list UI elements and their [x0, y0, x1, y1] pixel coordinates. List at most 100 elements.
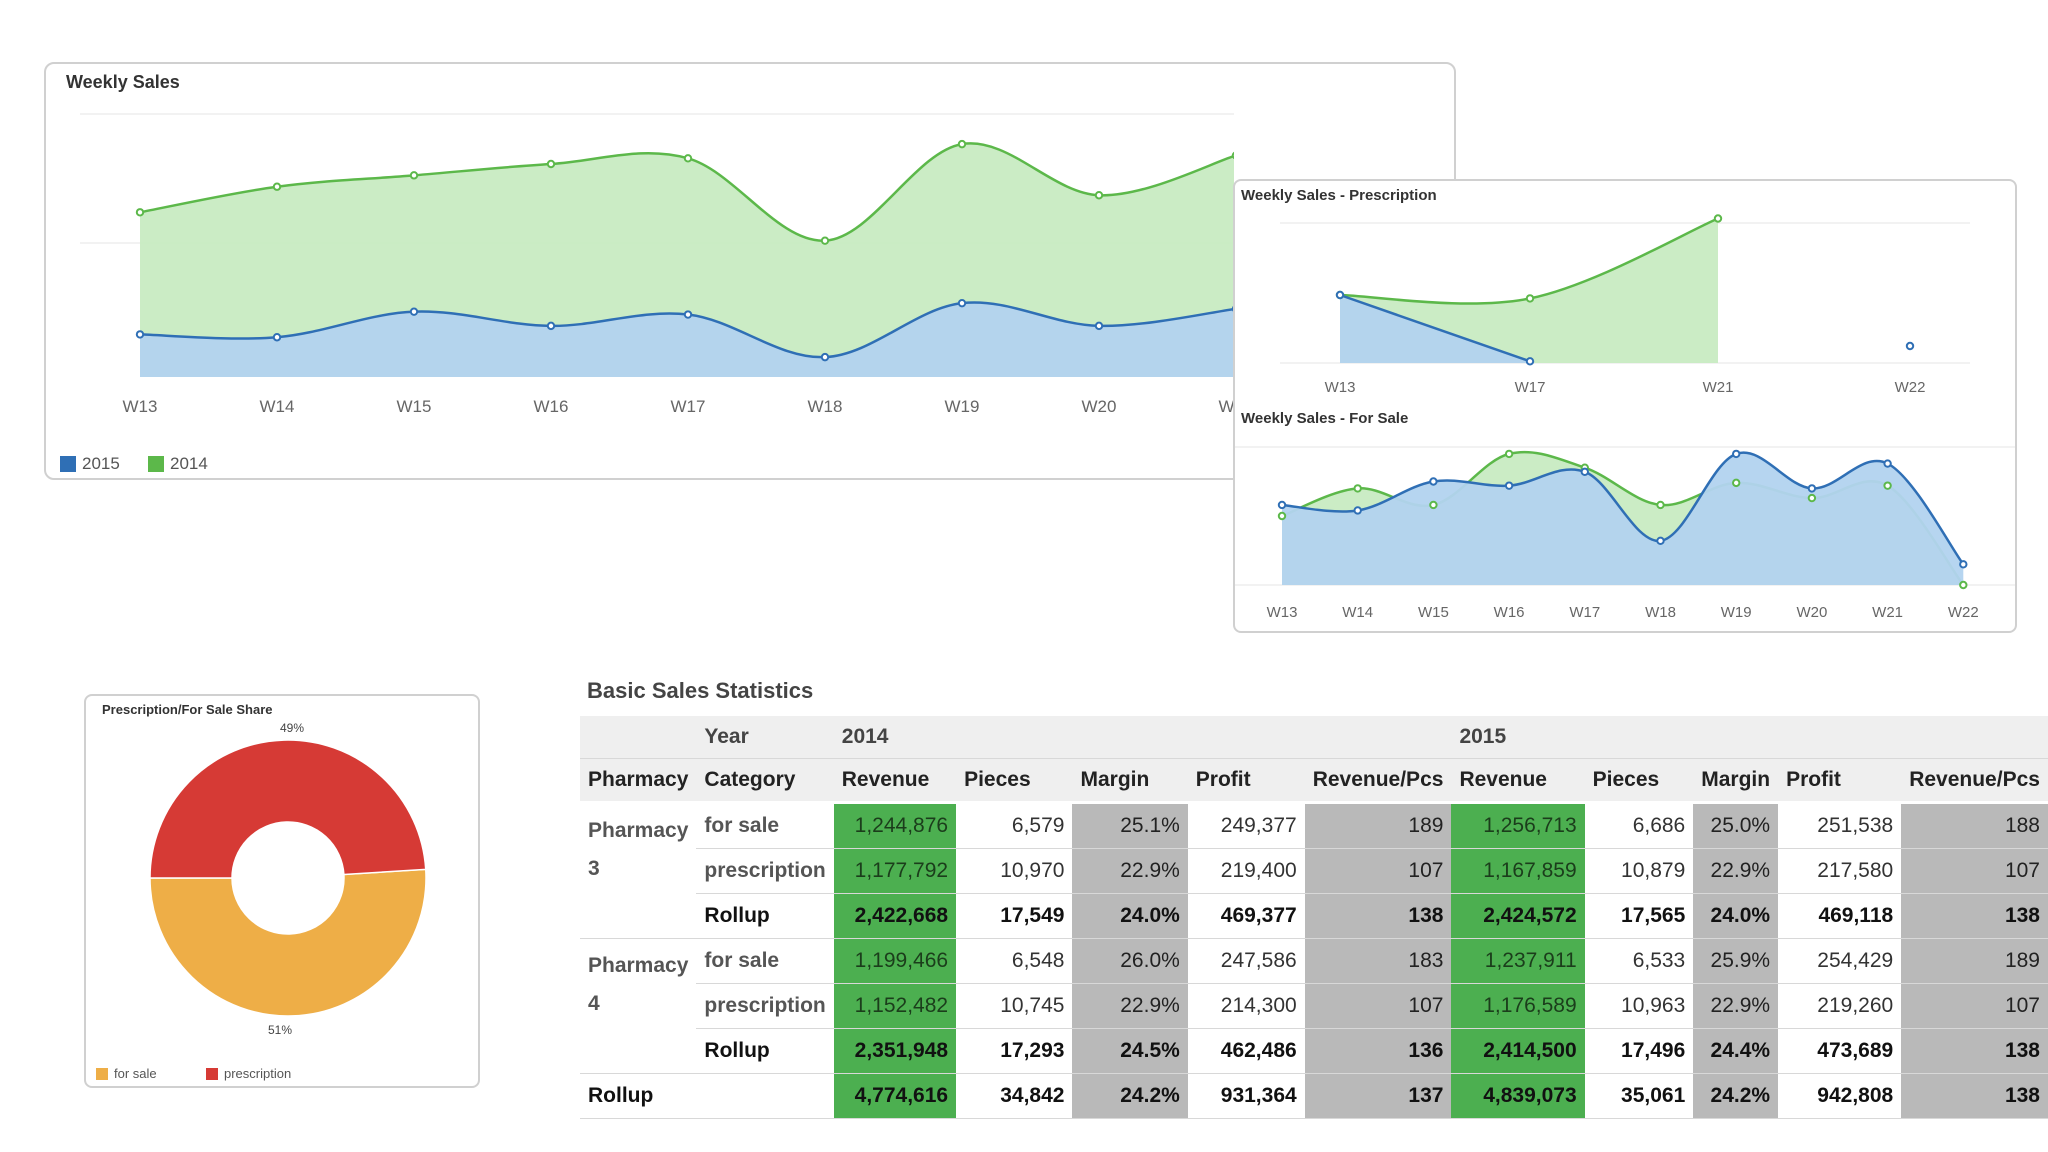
weekly-point-2014	[957, 139, 967, 149]
margin-cell: 24.0%	[1072, 893, 1188, 939]
col-profit-2015[interactable]: Profit	[1778, 758, 1902, 804]
pieces-cell: 6,533	[1584, 938, 1694, 984]
pieces-cell: 10,879	[1584, 848, 1694, 894]
profit-cell: 214,300	[1187, 983, 1305, 1029]
pieces-cell: 17,549	[956, 893, 1073, 939]
pieces-cell: 10,745	[956, 983, 1073, 1029]
forsale-point-2015	[1580, 467, 1589, 477]
col-category[interactable]: Category	[696, 758, 834, 804]
profit-cell: 942,808	[1778, 1073, 1902, 1119]
prescription-chart-title: Weekly Sales - Prescription	[1241, 187, 1437, 204]
legend-prescription[interactable]: prescription	[206, 1066, 291, 1081]
profit-cell: 219,400	[1187, 848, 1305, 894]
weekly-point-2014	[1094, 191, 1104, 200]
presc-x-tick-label: W17	[1515, 379, 1546, 396]
prescription-chart: W13 W17 W21 W22	[1280, 214, 1970, 396]
revenue-cell: 1,176,589	[1451, 983, 1585, 1029]
margin-cell: 24.2%	[1072, 1073, 1188, 1119]
forsale-x-tick-label: W18	[1645, 604, 1676, 621]
revpcs-cell: 107	[1304, 848, 1452, 894]
legend-2015[interactable]: 2015	[60, 454, 120, 474]
col-pieces-2014[interactable]: Pieces	[956, 758, 1073, 804]
presc-x-tick-label: W22	[1895, 379, 1926, 396]
legend-prescription-swatch	[206, 1067, 218, 1080]
forsale-x-tick-label: W16	[1494, 604, 1525, 621]
forsale-chart-title: Weekly Sales - For Sale	[1241, 410, 1409, 427]
col-profit-2014[interactable]: Profit	[1187, 758, 1305, 804]
legend-for-sale[interactable]: for sale	[96, 1066, 157, 1081]
profit-cell: 931,364	[1187, 1073, 1305, 1119]
donut-slice-prescription	[149, 739, 427, 879]
presc-x-tick-label: W21	[1703, 379, 1734, 396]
margin-cell: 22.9%	[1693, 848, 1779, 894]
revpcs-cell: 138	[1901, 1073, 2048, 1119]
presc-line-2015	[1339, 293, 1531, 363]
presc-plot	[1280, 214, 1970, 366]
legend-for-sale-swatch	[96, 1067, 108, 1080]
legend-2015-swatch	[60, 456, 76, 472]
col-revenue-2014[interactable]: Revenue	[833, 758, 957, 804]
column-header-row: Pharmacy Category Revenue Pieces Margin …	[580, 758, 2048, 804]
table-row: Pharmacy 3 for sale 1,244,876 6,579 25.1…	[580, 802, 2048, 939]
pieces-cell: 6,548	[956, 938, 1073, 984]
pieces-cell: 17,496	[1584, 1028, 1694, 1074]
table-row: Pharmacy 4 for sale 1,199,466 6,548 26.0…	[580, 938, 2048, 1074]
weekly-point-2015	[957, 298, 967, 308]
prescription-forsale-panel: Weekly Sales - Prescription W13 W17 W21 W22…	[1233, 179, 2017, 633]
forsale-point-2014	[1656, 500, 1665, 510]
profit-cell: 469,377	[1187, 893, 1305, 939]
forsale-point-2015	[1883, 459, 1892, 468]
share-chart-title: Prescription/For Sale Share	[102, 702, 273, 717]
presc-x-tick-label: W13	[1325, 379, 1356, 396]
col-revpcs-2014[interactable]: Revenue/Pcs	[1304, 758, 1452, 804]
weekly-point-2015	[683, 310, 693, 319]
weekly-x-tick-label: W19	[945, 397, 980, 416]
col-margin-2015[interactable]: Margin	[1693, 758, 1779, 804]
weekly-point-2015	[546, 321, 556, 331]
revpcs-cell: 137	[1304, 1073, 1452, 1119]
revenue-cell: 1,167,859	[1451, 848, 1585, 894]
col-revenue-2015[interactable]: Revenue	[1451, 758, 1585, 804]
category-cell: prescription	[696, 983, 834, 1029]
forsale-point-2015	[1807, 484, 1817, 493]
weekly-x-tick-label: W16	[534, 397, 569, 416]
profit-cell: 247,586	[1187, 938, 1305, 984]
legend-2014[interactable]: 2014	[148, 454, 208, 474]
forsale-x-tick-label: W20	[1796, 604, 1827, 621]
forsale-point-2015	[1732, 449, 1741, 459]
pieces-cell: 6,686	[1584, 802, 1694, 849]
revenue-cell: 1,244,876	[833, 802, 957, 849]
presc-point-2014	[1525, 294, 1535, 303]
col-pieces-2015[interactable]: Pieces	[1584, 758, 1694, 804]
forsale-point-2014	[1504, 449, 1514, 459]
forsale-point-2014	[1277, 511, 1287, 521]
forsale-point-2015	[1656, 536, 1665, 546]
forsale-x-tick-label: W17	[1569, 604, 1600, 621]
revenue-cell: 1,199,466	[833, 938, 957, 984]
revpcs-cell: 136	[1304, 1028, 1452, 1074]
pharmacy-3-label: Pharmacy 3	[580, 802, 697, 939]
revenue-cell: 4,774,616	[833, 1073, 957, 1119]
forsale-x-tick-label: W14	[1342, 604, 1373, 621]
revenue-cell: 2,424,572	[1451, 893, 1585, 939]
col-revpcs-2015[interactable]: Revenue/Pcs	[1901, 758, 2048, 804]
col-pharmacy[interactable]: Pharmacy	[580, 758, 697, 804]
weekly-sales-panel: Weekly Sales W13W14W15W16W17W18W19W20W21…	[44, 62, 1456, 480]
pieces-cell: 17,293	[956, 1028, 1073, 1074]
col-margin-2014[interactable]: Margin	[1072, 758, 1188, 804]
profit-cell: 219,260	[1778, 983, 1902, 1029]
total-label: Rollup	[580, 1073, 697, 1119]
revpcs-cell: 107	[1304, 983, 1452, 1029]
category-cell: prescription	[696, 848, 834, 894]
weekly-sales-title: Weekly Sales	[66, 72, 180, 92]
weekly-point-2014	[1231, 151, 1234, 160]
weekly-point-2014	[683, 154, 693, 163]
forsale-point-2015	[1429, 477, 1438, 486]
pieces-cell: 10,963	[1584, 983, 1694, 1029]
category-cell: for sale	[696, 938, 834, 984]
weekly-line-2014	[139, 142, 1234, 242]
margin-cell: 22.9%	[1693, 983, 1779, 1029]
pieces-cell: 35,061	[1584, 1073, 1694, 1119]
profit-cell: 254,429	[1778, 938, 1902, 984]
